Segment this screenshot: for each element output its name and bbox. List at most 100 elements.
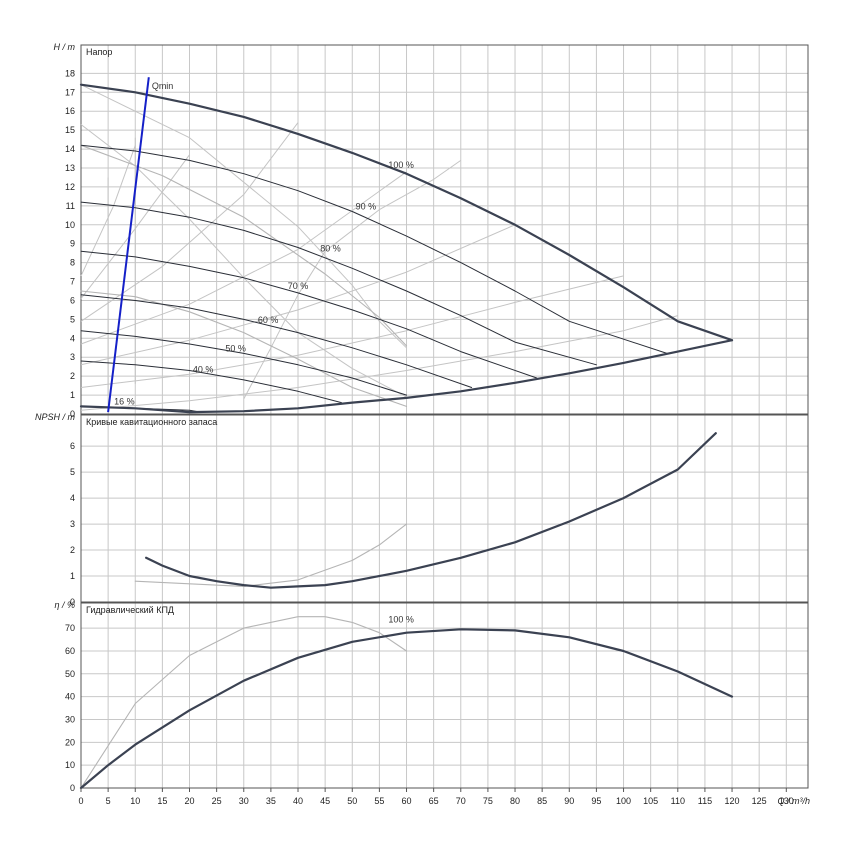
y-tick-label: 20: [65, 737, 75, 747]
x-tick-label: 65: [429, 796, 439, 806]
curve-label: 60 %: [258, 315, 279, 325]
x-tick-label: 45: [320, 796, 330, 806]
x-tick-label: 125: [752, 796, 767, 806]
x-tick-label: 100: [616, 796, 631, 806]
x-tick-label: 5: [106, 796, 111, 806]
y-tick-label: 18: [65, 68, 75, 78]
x-tick-label: 40: [293, 796, 303, 806]
x-tick-label: 0: [78, 796, 83, 806]
curve-label: 100 %: [388, 160, 414, 170]
y-tick-label: 0: [70, 783, 75, 793]
y-tick-label: 9: [70, 239, 75, 249]
y-tick-label: 11: [66, 201, 75, 211]
y-tick-label: 0: [70, 597, 75, 607]
x-tick-label: 30: [239, 796, 249, 806]
x-tick-label: 60: [402, 796, 412, 806]
y-tick-label: 1: [70, 390, 75, 400]
speed-curve: [80, 294, 473, 388]
efficiency-line: [80, 275, 624, 388]
npsh-panel: 0 1 2 3 4 5 6 Кривые кавитационного запаса NPSH …: [35, 412, 809, 607]
curve-label: 16 %: [114, 397, 135, 407]
y-axis-label: H / m: [54, 42, 76, 52]
y-tick-label: 30: [65, 714, 75, 724]
speed-curve: [80, 250, 538, 379]
x-tick-label: 10: [130, 796, 140, 806]
speed-curve: [80, 144, 668, 354]
y-tick-label: 17: [65, 87, 75, 97]
curve-label: 50 %: [225, 344, 246, 354]
main-curve: [79, 83, 734, 342]
y-tick-label: 5: [70, 467, 75, 477]
y-tick-label: 4: [70, 493, 75, 503]
speed-curve: [80, 360, 342, 404]
secondary-curve: [80, 144, 408, 347]
curve-label: 80 %: [320, 243, 341, 253]
minimum-speed-curve: [79, 339, 734, 414]
y-tick-label: 3: [70, 352, 75, 362]
x-tick-label: 85: [537, 796, 547, 806]
y-tick-label: 2: [70, 545, 75, 555]
y-tick-label: 10: [65, 220, 75, 230]
x-tick-label: 115: [698, 796, 712, 806]
main-curve: [79, 628, 734, 790]
panel-frame: [80, 602, 809, 789]
y-tick-label: 60: [65, 646, 75, 656]
x-tick-label: 120: [725, 796, 740, 806]
speed-curve: [80, 330, 407, 396]
panel-title: Напор: [86, 47, 112, 57]
x-tick-label: 70: [456, 796, 466, 806]
y-tick-label: 50: [65, 669, 75, 679]
secondary-curve: [80, 290, 408, 407]
y-tick-label: 70: [65, 623, 75, 633]
y-tick-label: 3: [70, 519, 75, 529]
x-tick-label: 105: [643, 796, 658, 806]
panel-title: Кривые кавитационного запаса: [86, 417, 217, 427]
y-axis-label: η / %: [54, 600, 75, 610]
x-tick-label: 20: [184, 796, 194, 806]
y-tick-label: 15: [65, 125, 75, 135]
x-tick-label: 15: [157, 796, 167, 806]
x-tick-label: 35: [266, 796, 276, 806]
x-tick-label: 80: [510, 796, 520, 806]
y-tick-label: 6: [70, 441, 75, 451]
panel-title: Гидравлический КПД: [86, 605, 174, 615]
x-tick-label: 95: [591, 796, 601, 806]
qmin-label: Qmin: [152, 81, 174, 91]
x-tick-label: 25: [212, 796, 222, 806]
y-tick-label: 10: [65, 760, 75, 770]
y-tick-label: 5: [70, 314, 75, 324]
efficiency-line: [80, 315, 678, 411]
y-tick-label: 7: [70, 277, 75, 287]
curve-label: 70 %: [288, 281, 309, 291]
panel-frame: [80, 414, 809, 603]
secondary-curve: [80, 616, 408, 789]
qmin-line: [107, 77, 150, 413]
curve-label: 40 %: [193, 364, 214, 374]
x-tick-label: 55: [374, 796, 384, 806]
y-tick-label: 13: [65, 163, 75, 173]
y-tick-label: 4: [70, 333, 75, 343]
panel-frame: [80, 44, 809, 415]
y-tick-label: 8: [70, 258, 75, 268]
y-tick-label: 40: [65, 692, 75, 702]
y-axis-label: NPSH / m: [35, 412, 76, 422]
y-tick-label: 14: [65, 144, 75, 154]
speed-curve: [80, 201, 597, 366]
main-curve: [145, 432, 717, 589]
y-tick-label: 1: [70, 571, 75, 581]
curve-label: 100 %: [388, 614, 414, 624]
efficiency-line: [80, 224, 516, 366]
y-tick-label: 2: [70, 371, 75, 381]
y-tick-label: 0: [70, 409, 75, 419]
x-tick-label: 90: [564, 796, 574, 806]
x-tick-label: 130: [779, 796, 794, 806]
y-tick-label: 16: [65, 106, 75, 116]
secondary-curve: [134, 523, 408, 587]
y-tick-label: 12: [65, 182, 75, 192]
x-tick-label: 110: [671, 796, 685, 806]
x-tick-label: 75: [483, 796, 493, 806]
